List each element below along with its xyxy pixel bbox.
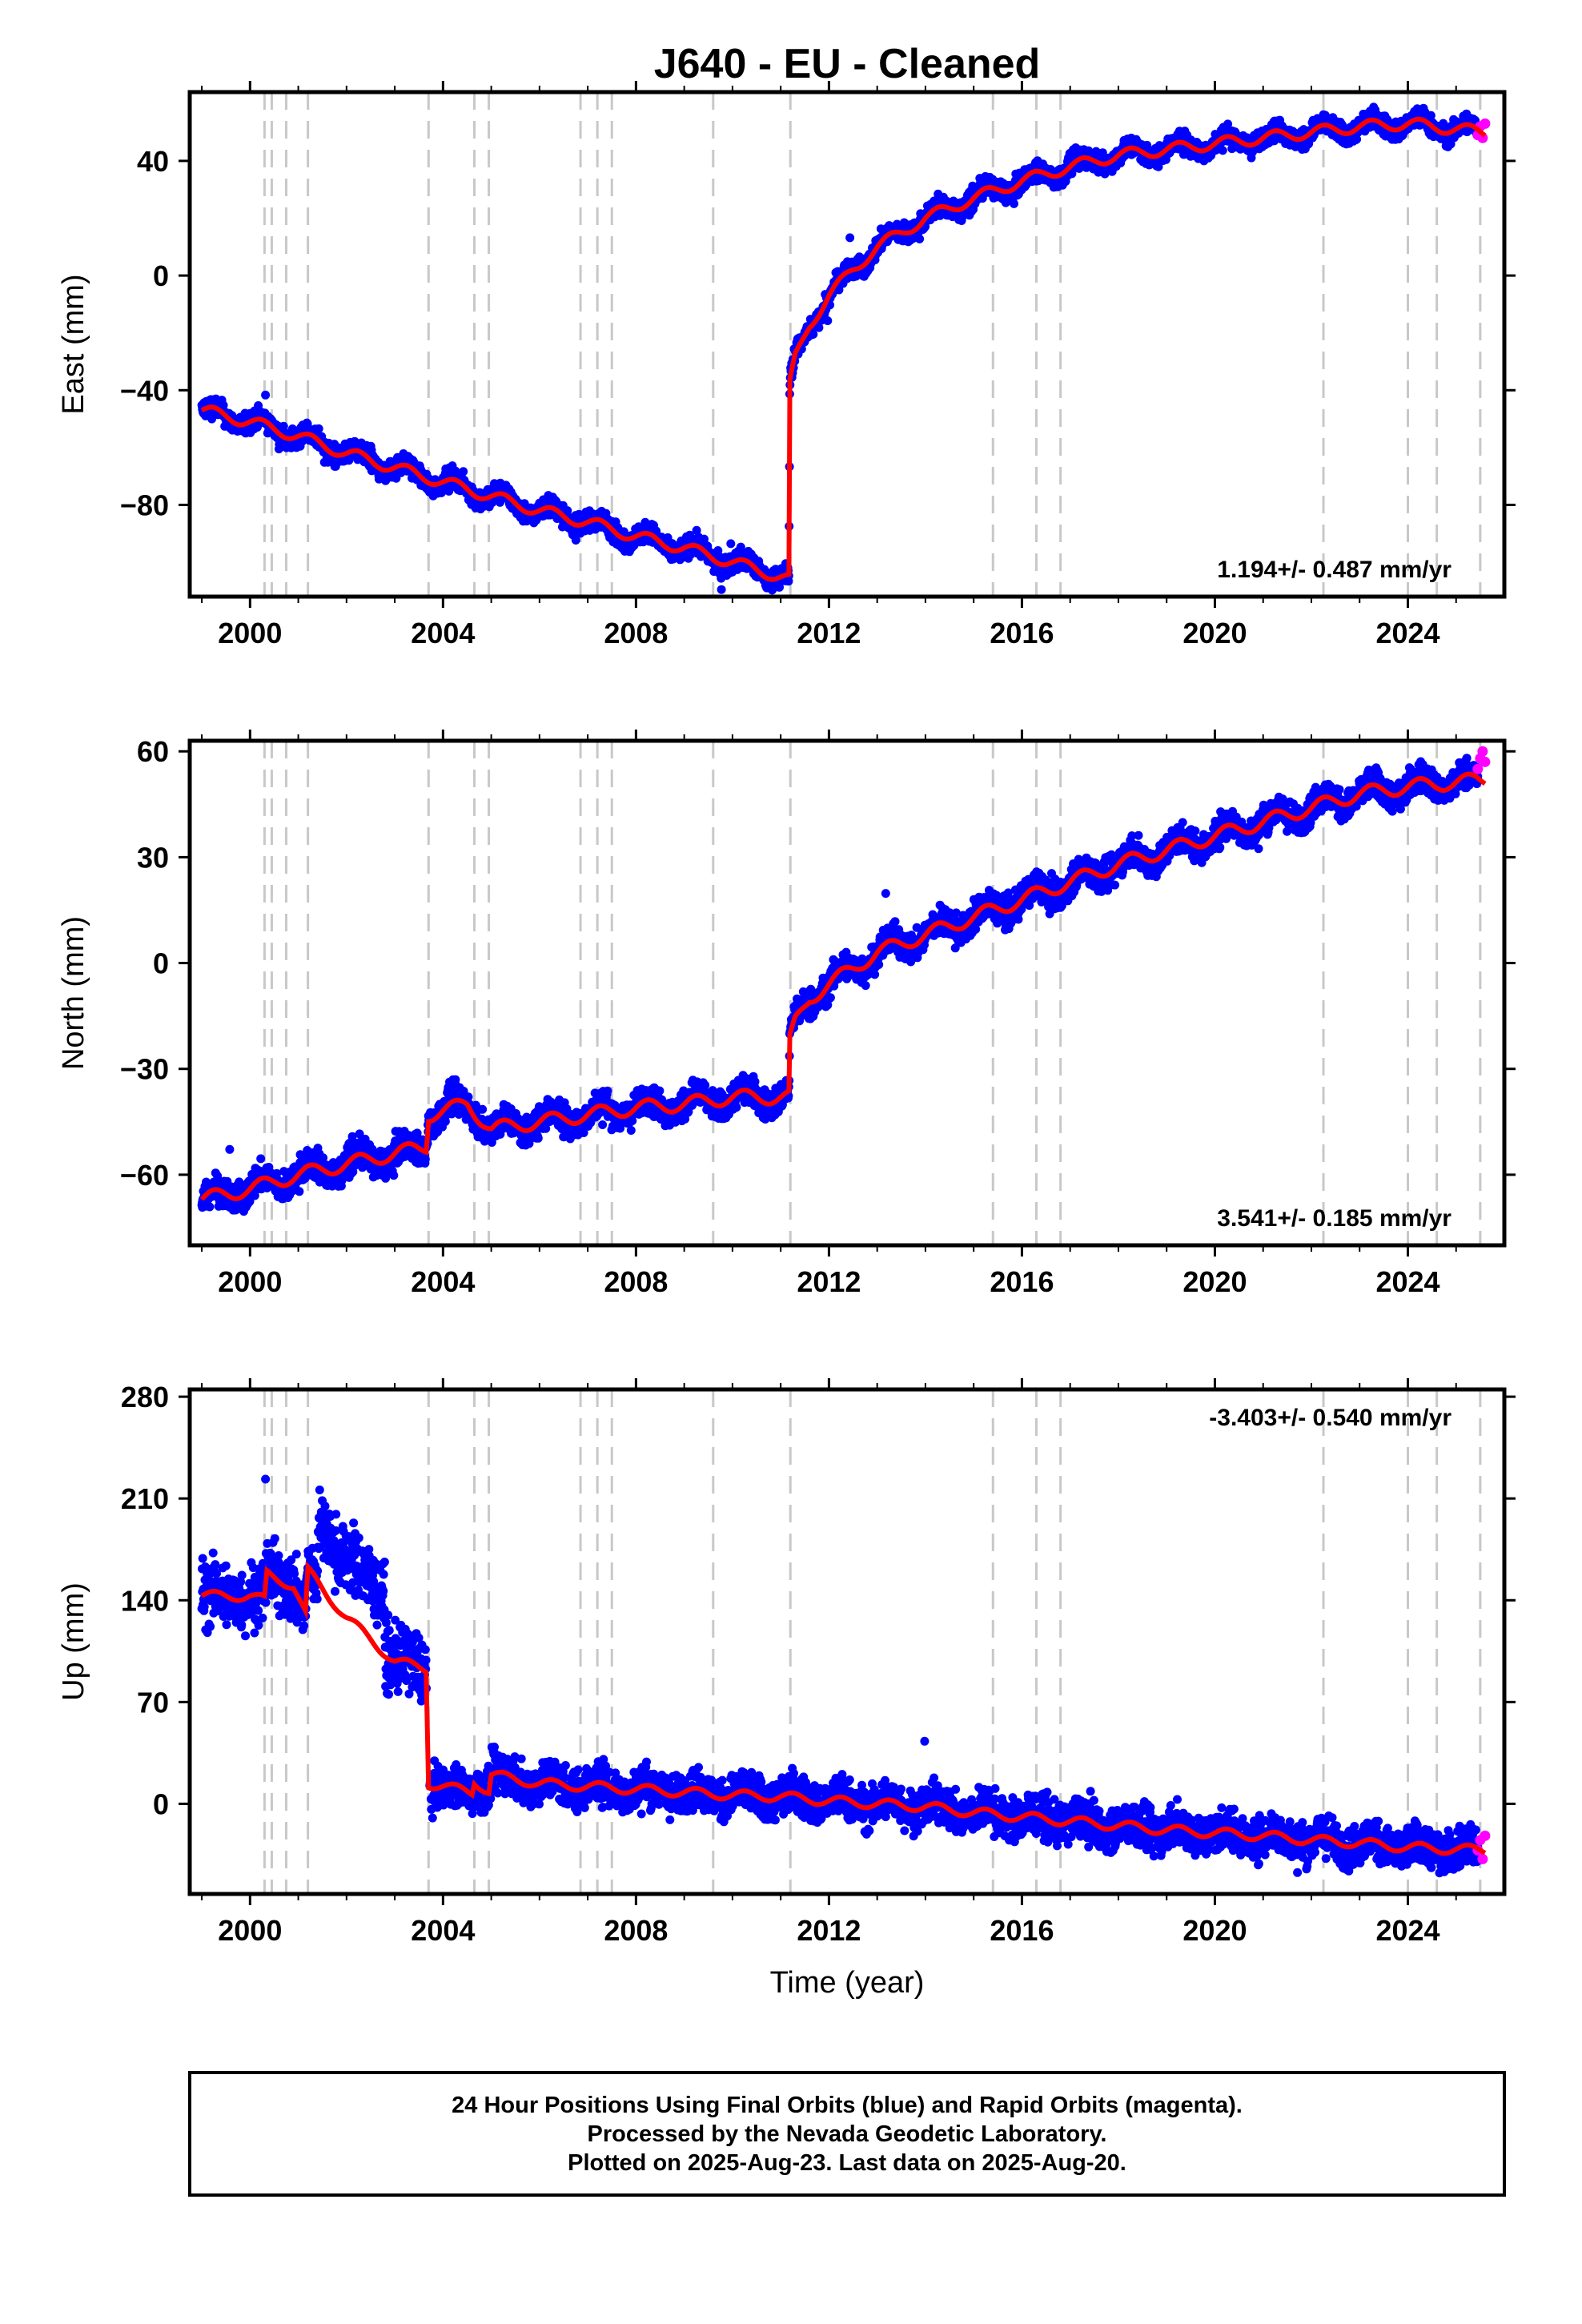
y-axis-label: East (mm): [57, 274, 90, 414]
final-orbit-point: [389, 1171, 399, 1180]
final-orbit-point: [809, 330, 818, 339]
final-orbit-point: [295, 1187, 304, 1196]
final-orbit-point: [459, 467, 468, 476]
x-tick-label: 2000: [218, 617, 282, 649]
east-panel: 2000 2004 2008 2012 2016 2020 2024 −80 −40 0 40 Eas…: [57, 81, 1516, 649]
x-tick-label: 2012: [797, 617, 861, 649]
final-orbit-point: [225, 1144, 235, 1154]
final-orbit-point: [775, 582, 784, 592]
y-tick-label: −40: [120, 374, 169, 407]
x-tick-label: 2004: [411, 617, 475, 649]
final-orbit-point: [769, 605, 777, 613]
y-tick-label: 40: [137, 145, 169, 178]
final-orbit-point: [1010, 199, 1018, 208]
rapid-orbit-point: [1480, 118, 1491, 129]
final-orbit-point: [823, 316, 833, 325]
final-orbit-point: [814, 323, 824, 332]
final-orbit-points: [197, 754, 1483, 1216]
final-orbit-point: [219, 400, 228, 410]
y-tick-label: 0: [153, 259, 169, 292]
final-orbit-point: [717, 585, 726, 594]
y-tick-label: −80: [120, 489, 169, 521]
final-orbit-point: [420, 1155, 430, 1164]
final-orbit-point: [845, 233, 855, 243]
final-orbit-point: [726, 539, 736, 549]
plot-frame: [187, 90, 1507, 599]
chart-title: J640 - EU - Cleaned: [654, 41, 1041, 87]
final-orbit-point: [314, 424, 323, 433]
final-orbit-points: [197, 103, 1483, 613]
x-tick-label: 2024: [1375, 617, 1439, 649]
x-tick-label: 2016: [990, 617, 1054, 649]
final-orbit-point: [261, 390, 271, 400]
final-orbit-point: [256, 1154, 266, 1164]
rate-label: 1.194+/- 0.487 mm/yr: [1217, 557, 1452, 583]
final-orbit-point: [915, 234, 925, 243]
north-panel: 2000 2004 2008 2012 2016 2020 2024−60−3003060N…: [57, 730, 1516, 1298]
model-line: [200, 116, 1487, 582]
final-orbit-point: [279, 421, 288, 431]
x-tick-label: 2020: [1182, 617, 1247, 649]
final-orbit-point: [205, 1202, 215, 1212]
x-tick-label: 2008: [604, 617, 668, 649]
final-orbit-point: [571, 536, 580, 545]
final-orbit-point: [1218, 146, 1227, 155]
